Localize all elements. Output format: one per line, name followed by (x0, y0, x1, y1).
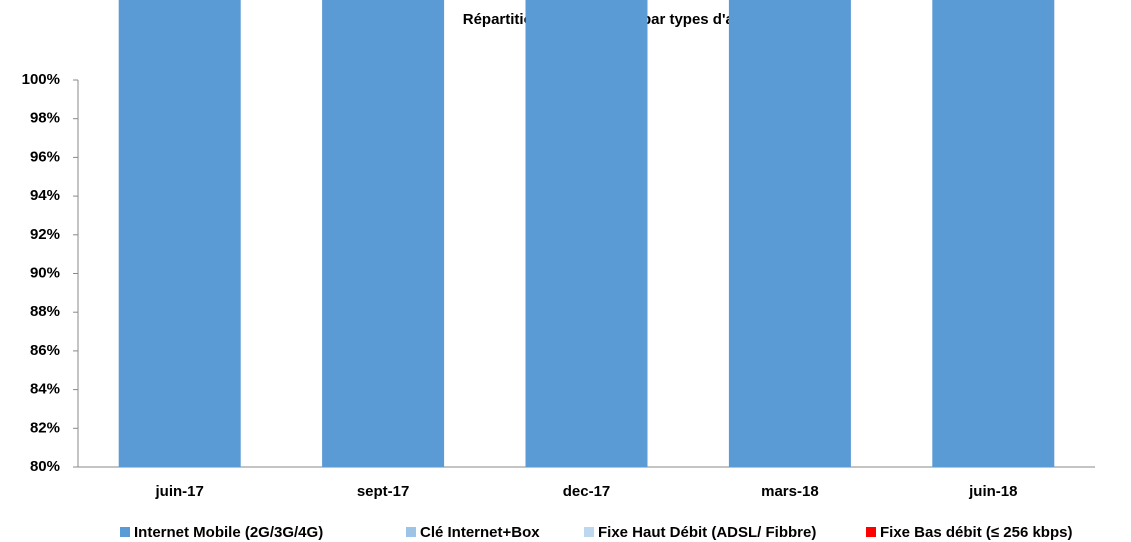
legend-swatch (406, 527, 416, 537)
bar-segment (525, 0, 648, 467)
legend-swatch (584, 527, 594, 537)
legend-label: Fixe Bas débit (≤ 256 kbps) (880, 524, 1072, 541)
y-tick-label: 82% (30, 419, 60, 436)
x-tick-label: sept-17 (357, 483, 410, 500)
legend-swatch (120, 527, 130, 537)
y-tick-label: 98% (30, 110, 60, 127)
y-tick-label: 100% (22, 71, 60, 88)
x-tick-label: juin-18 (968, 483, 1017, 500)
y-tick-label: 96% (30, 148, 60, 165)
legend-label: Clé Internet+Box (420, 524, 540, 541)
y-tick-label: 80% (30, 458, 60, 475)
bar-segment (118, 0, 241, 467)
y-tick-label: 86% (30, 342, 60, 359)
y-tick-label: 88% (30, 303, 60, 320)
x-tick-label: dec-17 (563, 483, 611, 500)
x-tick-label: mars-18 (761, 483, 819, 500)
bar-segment (932, 0, 1055, 467)
legend-label: Fixe Haut Débit (ADSL/ Fibbre) (598, 524, 816, 541)
y-tick-label: 84% (30, 381, 60, 398)
y-tick-label: 90% (30, 264, 60, 281)
bar-segment (322, 0, 445, 467)
x-tick-label: juin-17 (155, 483, 204, 500)
y-tick-label: 92% (30, 226, 60, 243)
legend-swatch (866, 527, 876, 537)
y-tick-label: 94% (30, 187, 60, 204)
bar-segment (728, 0, 851, 467)
legend-label: Internet Mobile (2G/3G/4G) (134, 524, 323, 541)
